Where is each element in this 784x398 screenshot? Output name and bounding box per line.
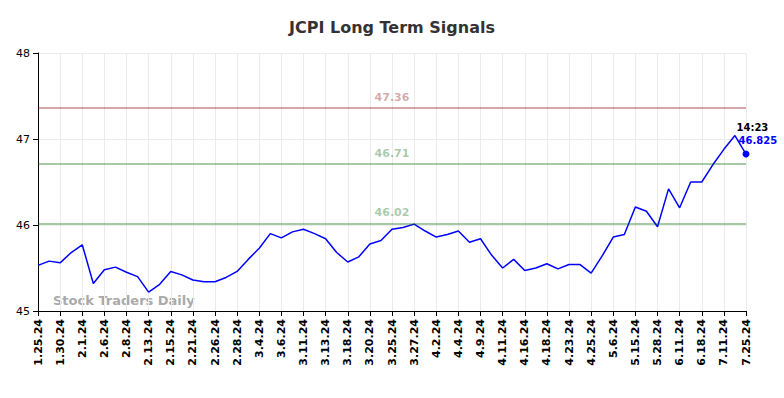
svg-text:3.20.24: 3.20.24 [363, 319, 376, 366]
svg-text:46.02: 46.02 [375, 206, 410, 219]
svg-text:45: 45 [16, 305, 30, 318]
svg-text:3.4.24: 3.4.24 [253, 319, 266, 358]
svg-text:4.4.24: 4.4.24 [452, 319, 465, 358]
svg-text:47: 47 [16, 133, 30, 146]
svg-text:4.9.24: 4.9.24 [474, 319, 487, 358]
svg-text:6.18.24: 6.18.24 [695, 319, 708, 366]
svg-text:1.30.24: 1.30.24 [54, 319, 67, 366]
svg-text:4.16.24: 4.16.24 [518, 319, 531, 366]
svg-text:3.18.24: 3.18.24 [341, 319, 354, 366]
svg-text:3.13.24: 3.13.24 [319, 319, 332, 366]
svg-text:2.1.24: 2.1.24 [76, 319, 89, 358]
svg-text:3.11.24: 3.11.24 [297, 319, 310, 366]
svg-text:3.27.24: 3.27.24 [408, 319, 421, 366]
svg-text:2.26.24: 2.26.24 [209, 319, 222, 366]
svg-text:4.23.24: 4.23.24 [563, 319, 576, 366]
svg-text:2.28.24: 2.28.24 [231, 319, 244, 366]
svg-text:7.25.24: 7.25.24 [740, 319, 753, 366]
svg-text:2.13.24: 2.13.24 [142, 319, 155, 366]
svg-text:48: 48 [16, 47, 30, 60]
svg-text:46: 46 [16, 219, 30, 232]
svg-text:6.11.24: 6.11.24 [673, 319, 686, 366]
svg-text:3.6.24: 3.6.24 [275, 319, 288, 358]
svg-text:4.2.24: 4.2.24 [430, 319, 443, 358]
svg-text:46.825: 46.825 [739, 135, 778, 146]
svg-text:5.28.24: 5.28.24 [651, 319, 664, 366]
svg-text:46.71: 46.71 [375, 147, 410, 160]
svg-text:5.15.24: 5.15.24 [629, 319, 642, 366]
svg-text:47.36: 47.36 [375, 91, 410, 104]
svg-text:14:23: 14:23 [737, 122, 769, 133]
svg-text:2.21.24: 2.21.24 [186, 319, 199, 366]
svg-text:4.11.24: 4.11.24 [496, 319, 509, 366]
svg-text:3.25.24: 3.25.24 [386, 319, 399, 366]
svg-text:5.6.24: 5.6.24 [607, 319, 620, 358]
svg-text:1.25.24: 1.25.24 [32, 319, 45, 366]
svg-text:JCPI Long Term Signals: JCPI Long Term Signals [288, 18, 495, 37]
svg-text:2.6.24: 2.6.24 [98, 319, 111, 358]
svg-text:2.15.24: 2.15.24 [164, 319, 177, 366]
svg-text:2.8.24: 2.8.24 [120, 319, 133, 358]
svg-text:4.18.24: 4.18.24 [540, 319, 553, 366]
svg-text:Stock Traders Daily: Stock Traders Daily [53, 293, 195, 308]
svg-text:7.11.24: 7.11.24 [717, 319, 730, 366]
svg-text:4.25.24: 4.25.24 [585, 319, 598, 366]
